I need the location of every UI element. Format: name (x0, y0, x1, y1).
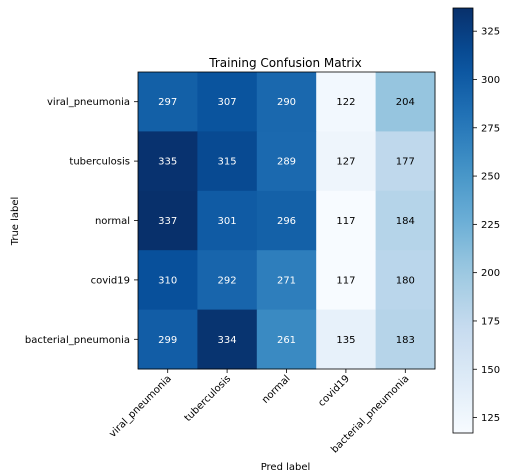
colorbar-tick-label: 150 (481, 365, 500, 376)
heatmap-cell (138, 131, 198, 192)
x-tick-label: tuberculosis (183, 373, 234, 424)
cell-value-label: 135 (336, 335, 355, 346)
cell-value-label: 337 (158, 216, 177, 227)
heatmap-cell (375, 190, 436, 251)
heatmap-cell (138, 250, 198, 311)
heatmap-cell (138, 309, 198, 370)
heatmap-cell (316, 131, 377, 192)
y-tick-labels: viral_pneumonia tuberculosis normal covid19… (25, 97, 138, 346)
cell-value-label: 310 (158, 275, 177, 286)
cell-value-label: 117 (336, 216, 355, 227)
cell-value-label: 297 (158, 97, 177, 108)
heatmap-cell (375, 131, 436, 192)
x-axis-label: Pred label (261, 462, 311, 473)
y-tick-label: viral_pneumonia (47, 97, 130, 108)
heatmap-cell (316, 250, 377, 311)
colorbar-tick-label: 200 (481, 268, 500, 279)
heatmap-cell (256, 131, 317, 192)
y-tick-label: covid19 (91, 275, 130, 286)
cell-value-label: 299 (158, 335, 177, 346)
cell-value-label: 307 (218, 97, 237, 108)
heatmap-cells: 297 307 290 122 204 335 315 289 127 177 337 301 296 1… (138, 72, 436, 370)
heatmap-cell (256, 309, 317, 370)
colorbar-tick-label: 300 (481, 75, 500, 86)
cell-value-label: 315 (218, 157, 237, 168)
cell-value-label: 335 (158, 157, 177, 168)
heatmap-cell (197, 190, 258, 251)
heatmap-cell (316, 309, 377, 370)
heatmap-cell (375, 72, 436, 132)
cell-value-label: 180 (396, 275, 415, 286)
cell-value-label: 183 (396, 335, 415, 346)
cell-value-label: 261 (277, 335, 296, 346)
heatmap-cell (197, 309, 258, 370)
heatmap-cell (138, 190, 198, 251)
cell-value-label: 184 (396, 216, 415, 227)
cell-value-label: 296 (277, 216, 296, 227)
y-axis-label: True label (10, 197, 21, 247)
y-tick-label: tuberculosis (69, 157, 130, 168)
cell-value-label: 301 (218, 216, 237, 227)
colorbar-tick-label: 325 (481, 27, 500, 38)
colorbar-tick-label: 175 (481, 316, 500, 327)
colorbar-tick-label: 125 (481, 413, 500, 424)
colorbar (452, 7, 474, 434)
chart-title: Training Confusion Matrix (208, 56, 361, 70)
cell-value-label: 290 (277, 97, 296, 108)
x-tick-label: normal (260, 373, 293, 406)
cell-value-label: 271 (277, 275, 296, 286)
cell-value-label: 289 (277, 157, 296, 168)
cell-value-label: 117 (336, 275, 355, 286)
colorbar-tick-label: 250 (481, 172, 500, 183)
cell-value-label: 204 (396, 97, 415, 108)
heatmap-cell (197, 250, 258, 311)
cell-value-label: 334 (218, 335, 237, 346)
y-tick-label: bacterial_pneumonia (25, 335, 130, 346)
heatmap-cell (316, 190, 377, 251)
heatmap-cell (316, 72, 377, 132)
heatmap-cell (197, 131, 258, 192)
heatmap-cell (197, 72, 258, 132)
heatmap-cell (375, 309, 436, 370)
heatmap-cell (256, 250, 317, 311)
heatmap-cell (256, 72, 317, 132)
cell-value-label: 292 (218, 275, 237, 286)
heatmap-cell (256, 190, 317, 251)
x-tick-labels: viral_pneumonia tuberculosis normal covid19… (107, 369, 411, 455)
x-tick-label: covid19 (316, 373, 352, 409)
y-tick-label: normal (95, 216, 130, 227)
heatmap-cell (375, 250, 436, 311)
cell-value-label: 177 (396, 157, 415, 168)
heatmap-cell (138, 72, 198, 132)
colorbar-tick-label: 225 (481, 220, 500, 231)
x-tick-label: viral_pneumonia (107, 373, 173, 439)
cell-value-label: 127 (336, 157, 355, 168)
colorbar-tick-label: 275 (481, 123, 500, 134)
cell-value-label: 122 (336, 97, 355, 108)
colorbar-ticks: 125 150 175 200 225 250 275 300 325 (473, 27, 500, 424)
